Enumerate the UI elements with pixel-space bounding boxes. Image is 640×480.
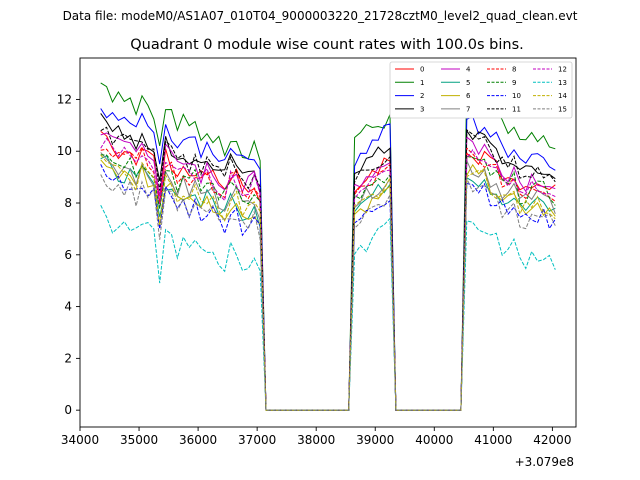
legend-label-10: 10 — [512, 92, 521, 100]
y-tick-label: 4 — [64, 300, 72, 314]
legend-label-4: 4 — [466, 66, 471, 74]
legend-label-13: 13 — [558, 79, 567, 87]
series-line-12 — [100, 137, 556, 411]
legend-label-8: 8 — [512, 66, 516, 74]
legend-label-12: 12 — [558, 66, 567, 74]
x-tick-label: 38000 — [297, 433, 335, 447]
x-tick-label: 37000 — [238, 433, 276, 447]
legend-label-1: 1 — [420, 79, 424, 87]
series-line-15 — [100, 174, 556, 411]
y-tick-label: 12 — [57, 92, 72, 106]
legend-label-9: 9 — [512, 79, 516, 87]
y-axis-ticks: 0 2 4 6 8 10 12 — [57, 92, 80, 417]
x-tick-label: 42000 — [533, 433, 571, 447]
axes-frame — [79, 57, 577, 428]
legend-label-7: 7 — [466, 105, 470, 113]
x-axis-ticks: 34000 35000 36000 37000 38000 39000 40000 41000… — [61, 427, 571, 447]
legend-label-3: 3 — [420, 105, 424, 113]
y-tick-label: 2 — [64, 351, 72, 365]
series-line-0 — [100, 131, 556, 411]
y-tick-label: 6 — [64, 248, 72, 262]
series-line-10 — [100, 164, 556, 411]
legend-label-15: 15 — [558, 105, 567, 113]
series-line-13 — [100, 204, 556, 411]
legend-label-11: 11 — [512, 105, 521, 113]
x-tick-label: 34000 — [61, 433, 99, 447]
series-line-14 — [100, 154, 556, 411]
x-tick-label: 41000 — [474, 433, 512, 447]
y-tick-label: 10 — [57, 144, 72, 158]
legend-box — [389, 61, 573, 119]
x-tick-label: 35000 — [120, 433, 158, 447]
series-line-6 — [100, 159, 556, 411]
x-tick-label: 40000 — [415, 433, 453, 447]
legend-label-2: 2 — [420, 92, 424, 100]
series-line-3 — [100, 113, 556, 411]
legend-label-14: 14 — [558, 92, 567, 100]
series-line-4 — [100, 132, 556, 411]
x-axis-offset-label: +3.079e8 — [515, 455, 574, 469]
x-tick-label: 39000 — [356, 433, 394, 447]
chart-title: Quadrant 0 module wise count rates with … — [130, 37, 524, 53]
legend-label-6: 6 — [466, 92, 471, 100]
chart-suptitle: Data file: modeM0/AS1A07_010T04_90000032… — [63, 9, 578, 23]
legend-label-0: 0 — [420, 66, 424, 74]
y-tick-label: 0 — [64, 403, 72, 417]
legend-label-5: 5 — [466, 79, 470, 87]
series-layer — [100, 82, 556, 411]
axes-border — [79, 57, 577, 428]
series-line-11 — [100, 126, 556, 411]
y-tick-label: 8 — [64, 196, 72, 210]
x-tick-label: 36000 — [179, 433, 217, 447]
